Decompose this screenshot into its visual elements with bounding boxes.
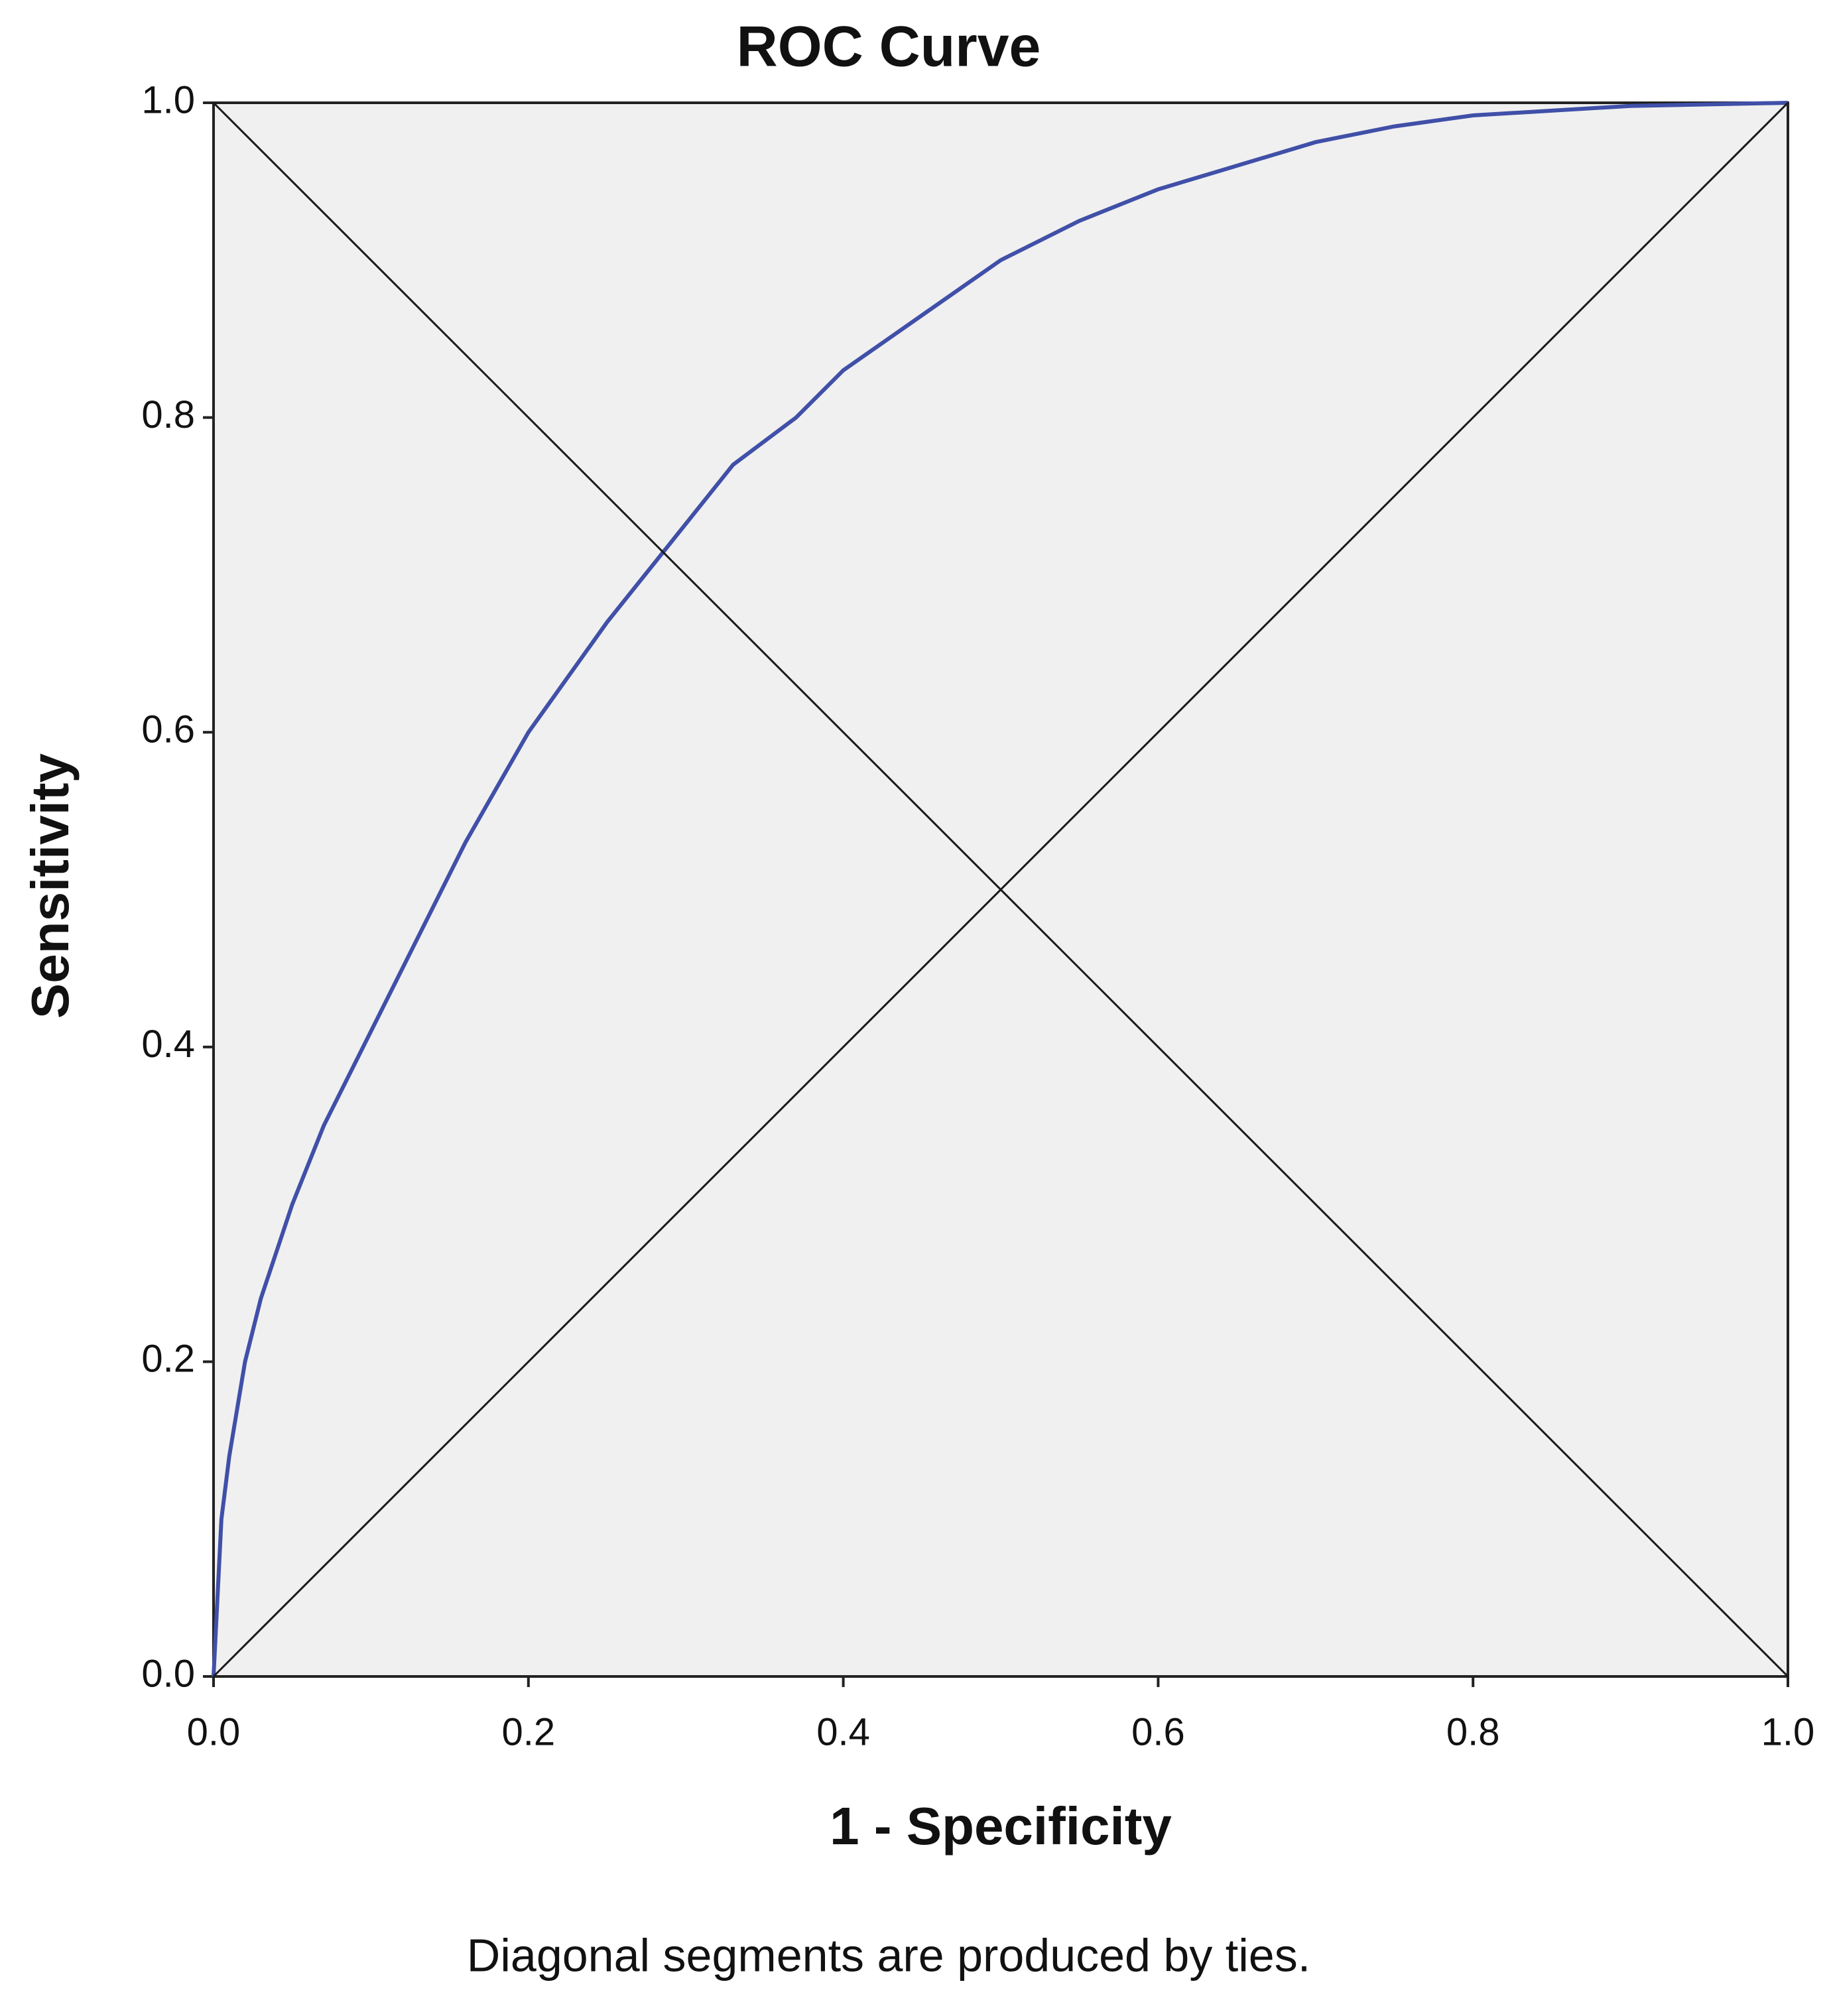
- x-axis-label: 1 - Specificity: [830, 1796, 1172, 1856]
- data-line: [212, 101, 1789, 1677]
- y-tick-label: 0.4: [141, 1023, 195, 1066]
- y-tick-label: 0.0: [141, 1652, 195, 1695]
- x-tick-label: 0.4: [816, 1710, 870, 1753]
- x-tick-label: 0.8: [1446, 1710, 1500, 1753]
- y-tick-label: 0.2: [141, 1338, 195, 1381]
- chart-title: ROC Curve: [737, 15, 1041, 79]
- x-tick-label: 0.2: [501, 1710, 555, 1753]
- data-line: [212, 101, 1789, 1678]
- y-tick-label: 1.0: [141, 78, 195, 121]
- y-tick-label: 0.6: [141, 708, 195, 751]
- x-tick-label: 0.6: [1131, 1710, 1185, 1753]
- x-tick-label: 0.0: [187, 1710, 241, 1753]
- x-tick-label: 1.0: [1761, 1710, 1815, 1753]
- footnote: Diagonal segments are produced by ties.: [467, 1929, 1310, 1981]
- y-tick-label: 0.8: [141, 393, 195, 436]
- y-axis-label: Sensitivity: [21, 753, 80, 1019]
